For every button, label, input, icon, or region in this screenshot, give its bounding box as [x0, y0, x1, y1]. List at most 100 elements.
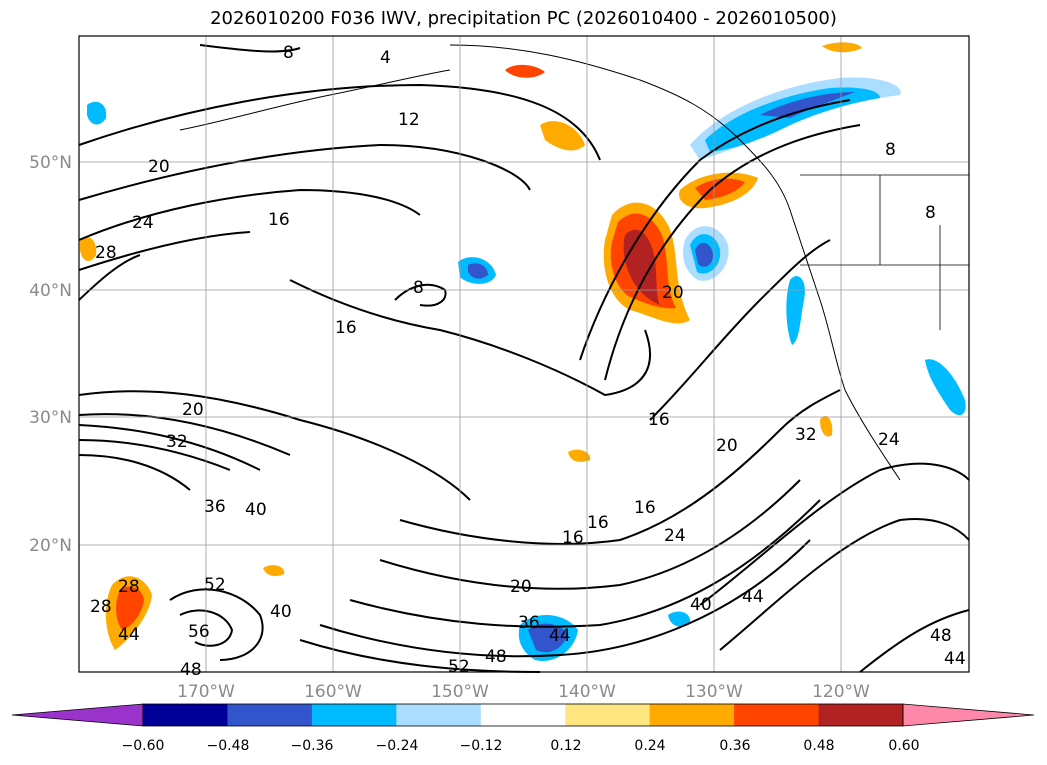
colorbar-segment	[311, 704, 397, 726]
lon-axis-labels: 170°W 160°W 150°W 140°W 130°W 120°W	[177, 682, 870, 702]
contour-label: 40	[245, 500, 267, 520]
contour-label: 56	[188, 622, 210, 642]
lon-label: 170°W	[177, 682, 235, 702]
contour-label: 48	[485, 647, 507, 667]
precip-positive-southwest-core	[116, 586, 144, 630]
contour-line-20-mid	[78, 390, 471, 501]
colorbar-tick-label: 0.24	[634, 738, 665, 754]
precip-positive-small-mid-2	[820, 415, 833, 437]
contour-line-48-south	[859, 609, 970, 673]
graticule	[79, 36, 969, 672]
colorbar-ticks: −0.60 −0.48 −0.36 −0.24 −0.12 0.12 0.24 …	[122, 738, 920, 754]
contour-label: 8	[413, 278, 424, 298]
contour-label: 44	[944, 649, 966, 669]
contour-label: 8	[283, 43, 294, 63]
colorbar-segment	[227, 704, 313, 726]
contour-label: 16	[587, 513, 609, 533]
contour-label: 48	[930, 626, 952, 646]
lat-label: 30°N	[29, 408, 72, 428]
colorbar-tick-label: 0.36	[719, 738, 750, 754]
contour-line-coast-2	[604, 124, 861, 381]
contour-line-40-south	[699, 462, 970, 606]
state-borders	[800, 174, 969, 330]
precip-positive-small-top	[505, 64, 545, 78]
contour-label: 32	[166, 432, 188, 452]
colorbar-frame	[142, 703, 904, 727]
lon-label: 150°W	[431, 682, 489, 702]
contour-label: 8	[885, 140, 896, 160]
precip-negative-small-southeast	[668, 611, 691, 627]
lat-label: 50°N	[29, 153, 72, 173]
contour-label: 40	[690, 595, 712, 615]
contour-label: 12	[398, 110, 420, 130]
lat-label: 20°N	[29, 536, 72, 556]
contour-line-28-north	[78, 254, 141, 301]
contour-label: 36	[518, 613, 540, 633]
contour-line-west-8	[199, 44, 301, 53]
contour-line-24-north	[78, 231, 251, 271]
contour-label: 24	[878, 430, 900, 450]
contour-line-coast-1	[579, 99, 851, 361]
contour-label: 28	[95, 243, 117, 263]
lon-label: 140°W	[558, 682, 616, 702]
contour-line-32-mid	[78, 439, 231, 471]
contour-label: 52	[448, 657, 470, 677]
precip-negative-blob-east-core	[695, 242, 713, 267]
lon-label: 130°W	[685, 682, 743, 702]
colorbar-tick-label: 0.60	[888, 738, 919, 754]
colorbar-tick-label: −0.48	[207, 738, 250, 754]
colorbar-segment	[143, 704, 228, 726]
lon-label: 160°W	[304, 682, 362, 702]
precip-negative-small-1-core	[468, 263, 488, 279]
colorbar-segment	[480, 704, 566, 726]
contour-label: 44	[118, 625, 140, 645]
colorbar-segment	[396, 704, 482, 726]
contour-label: 16	[648, 410, 670, 430]
contour-label: 28	[118, 577, 140, 597]
contour-label: 4	[380, 48, 391, 68]
contour-line-southwest-56	[179, 609, 234, 647]
colorbar-tick-label: −0.12	[460, 738, 503, 754]
contour-label: 20	[510, 577, 532, 597]
iwv-contours	[78, 44, 970, 673]
colorbar-tick-label: −0.60	[122, 738, 165, 754]
precip-negative-coast-1	[786, 276, 805, 345]
precip-positive-small-mid-1	[568, 449, 591, 462]
contour-line-12	[78, 83, 601, 161]
precip-negative-south-core	[528, 623, 568, 653]
colorbar-segment	[818, 704, 904, 726]
contour-label: 40	[270, 602, 292, 622]
contour-label: 16	[335, 318, 357, 338]
contour-line-24-south	[349, 499, 821, 628]
contour-label: 44	[549, 626, 571, 646]
colorbar-tick-label: 0.48	[803, 738, 834, 754]
colorbar-tick-label: 0.12	[550, 738, 581, 754]
colorbar-tick-label: −0.36	[291, 738, 334, 754]
contour-label: 52	[204, 575, 226, 595]
contour-label: 16	[268, 210, 290, 230]
contour-line-24-mid	[78, 413, 291, 456]
lat-label: 40°N	[29, 281, 72, 301]
contour-label: 24	[664, 526, 686, 546]
contour-label: 24	[132, 213, 154, 233]
contour-label: 20	[148, 157, 170, 177]
colorbar-extend-high	[902, 703, 1035, 727]
contour-label: 8	[925, 203, 936, 223]
contour-labels: 8 4 12 20 24 28 16 8 16 20 32 36 40 16 2…	[90, 43, 966, 680]
contour-line-16-mid	[289, 279, 651, 397]
coastline-alaska	[449, 44, 901, 481]
precip-positive-small-left	[80, 236, 97, 262]
contour-label: 48	[180, 660, 202, 680]
contour-label: 44	[742, 587, 764, 607]
coastline-aleutians	[179, 69, 451, 131]
contour-line-coast-3	[649, 239, 831, 421]
colorbar-segment	[649, 704, 735, 726]
contour-line-28-mid	[78, 424, 261, 471]
map-frame	[78, 35, 970, 673]
contour-line-20-north	[78, 188, 421, 241]
colorbar	[11, 703, 1035, 727]
precip-shading	[80, 42, 966, 661]
colorbar-tick-label: −0.24	[376, 738, 419, 754]
precip-negative-coast-2	[925, 359, 966, 416]
precip-positive-small-top-2	[540, 121, 585, 151]
